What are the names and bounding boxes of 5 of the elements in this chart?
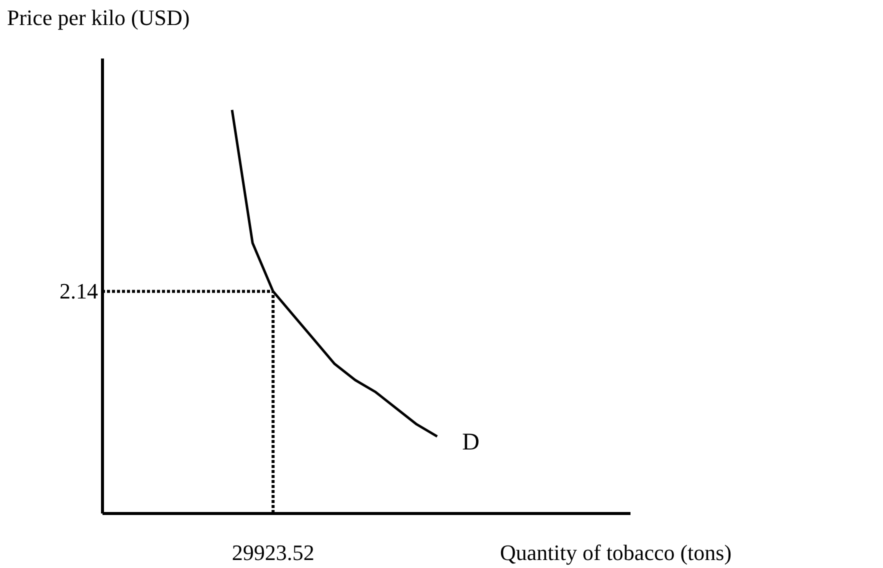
text: 2.14 (60, 278, 98, 304)
y-axis-title: Price per kilo (USD) (7, 5, 190, 30)
text: 29923.52 (232, 540, 314, 565)
series-label: D (462, 429, 480, 456)
x-axis-title: Quantity of tobacco (tons) (500, 540, 732, 565)
